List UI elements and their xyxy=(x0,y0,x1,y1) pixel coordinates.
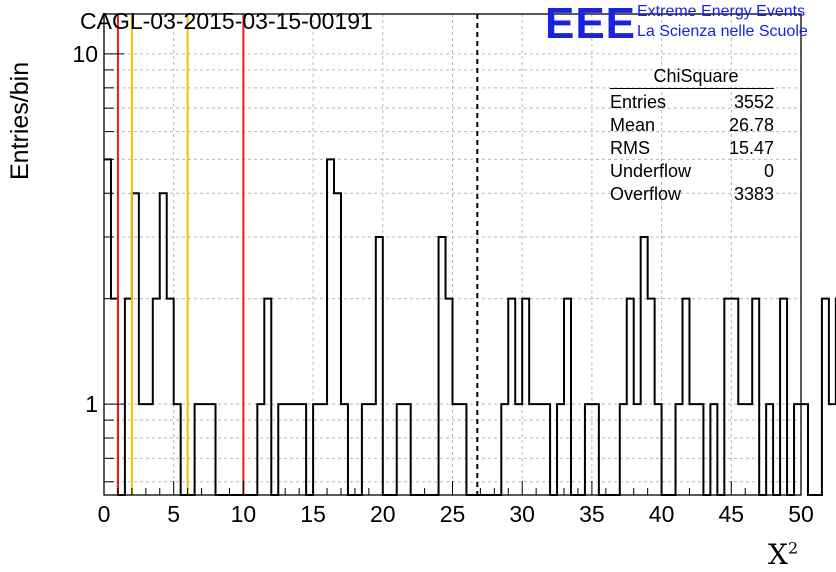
x-tick-label: 10 xyxy=(231,501,257,527)
histogram-bars xyxy=(104,158,836,496)
stats-label: Entries xyxy=(610,92,667,112)
y-tick-label: 10 xyxy=(72,41,98,67)
y-tick-label: 1 xyxy=(85,391,98,417)
stats-row-entries: Entries 3552 xyxy=(610,91,774,114)
logo-line-2: La Scienza nelle Scuole xyxy=(637,23,808,40)
stats-row-rms: RMS 15.47 xyxy=(610,137,774,160)
x-tick-label: 30 xyxy=(509,501,535,527)
eee-logo: EEE xyxy=(545,0,635,44)
logo-text: Extreme Energy Events La Scienza nelle S… xyxy=(637,2,808,42)
x-tick-label: 25 xyxy=(440,501,466,527)
stats-label: Underflow xyxy=(610,161,692,181)
x-tick-label: 50 xyxy=(788,501,814,527)
stats-value: 0 xyxy=(763,161,774,181)
x-tick-label: 40 xyxy=(649,501,675,527)
x-axis-label: X2 xyxy=(768,538,798,571)
chart-title: CAGL-03-2015-03-15-00191 xyxy=(80,8,373,34)
axes: 0 5 10 15 20 25 30 35 40 45 50 1 10 xyxy=(72,41,813,527)
x-axis-label-sup: 2 xyxy=(787,538,799,558)
stats-row-mean: Mean 26.78 xyxy=(610,114,774,137)
x-tick-label: 20 xyxy=(370,501,396,527)
x-tick-label: 35 xyxy=(579,501,605,527)
stats-row-overflow: Overflow 3383 xyxy=(610,183,774,206)
stats-label: Mean xyxy=(610,115,656,135)
stats-value: 15.47 xyxy=(728,138,774,158)
stats-value: 26.78 xyxy=(728,115,774,135)
stats-label: RMS xyxy=(610,138,650,158)
x-tick-label: 15 xyxy=(300,501,326,527)
marker-lines xyxy=(116,14,479,495)
logo-line-1: Extreme Energy Events xyxy=(637,3,806,20)
histogram-outline xyxy=(104,158,836,496)
stats-value: 3552 xyxy=(733,92,774,112)
logo-mark: EEE xyxy=(545,0,635,44)
x-tick-label: 45 xyxy=(719,501,745,527)
stats-value: 3383 xyxy=(733,184,774,204)
stats-row-underflow: Underflow 0 xyxy=(610,160,774,183)
x-tick-label: 0 xyxy=(98,501,111,527)
x-axis-label-base: X xyxy=(768,538,788,571)
grid-lines xyxy=(104,14,801,495)
stats-label: Overflow xyxy=(610,184,682,204)
x-tick-label: 5 xyxy=(167,501,180,527)
stats-title: ChiSquare xyxy=(610,66,774,89)
y-axis-label: Entries/bin xyxy=(6,61,34,180)
stats-box: ChiSquare Entries 3552 Mean 26.78 RMS 15.47… xyxy=(610,66,774,206)
